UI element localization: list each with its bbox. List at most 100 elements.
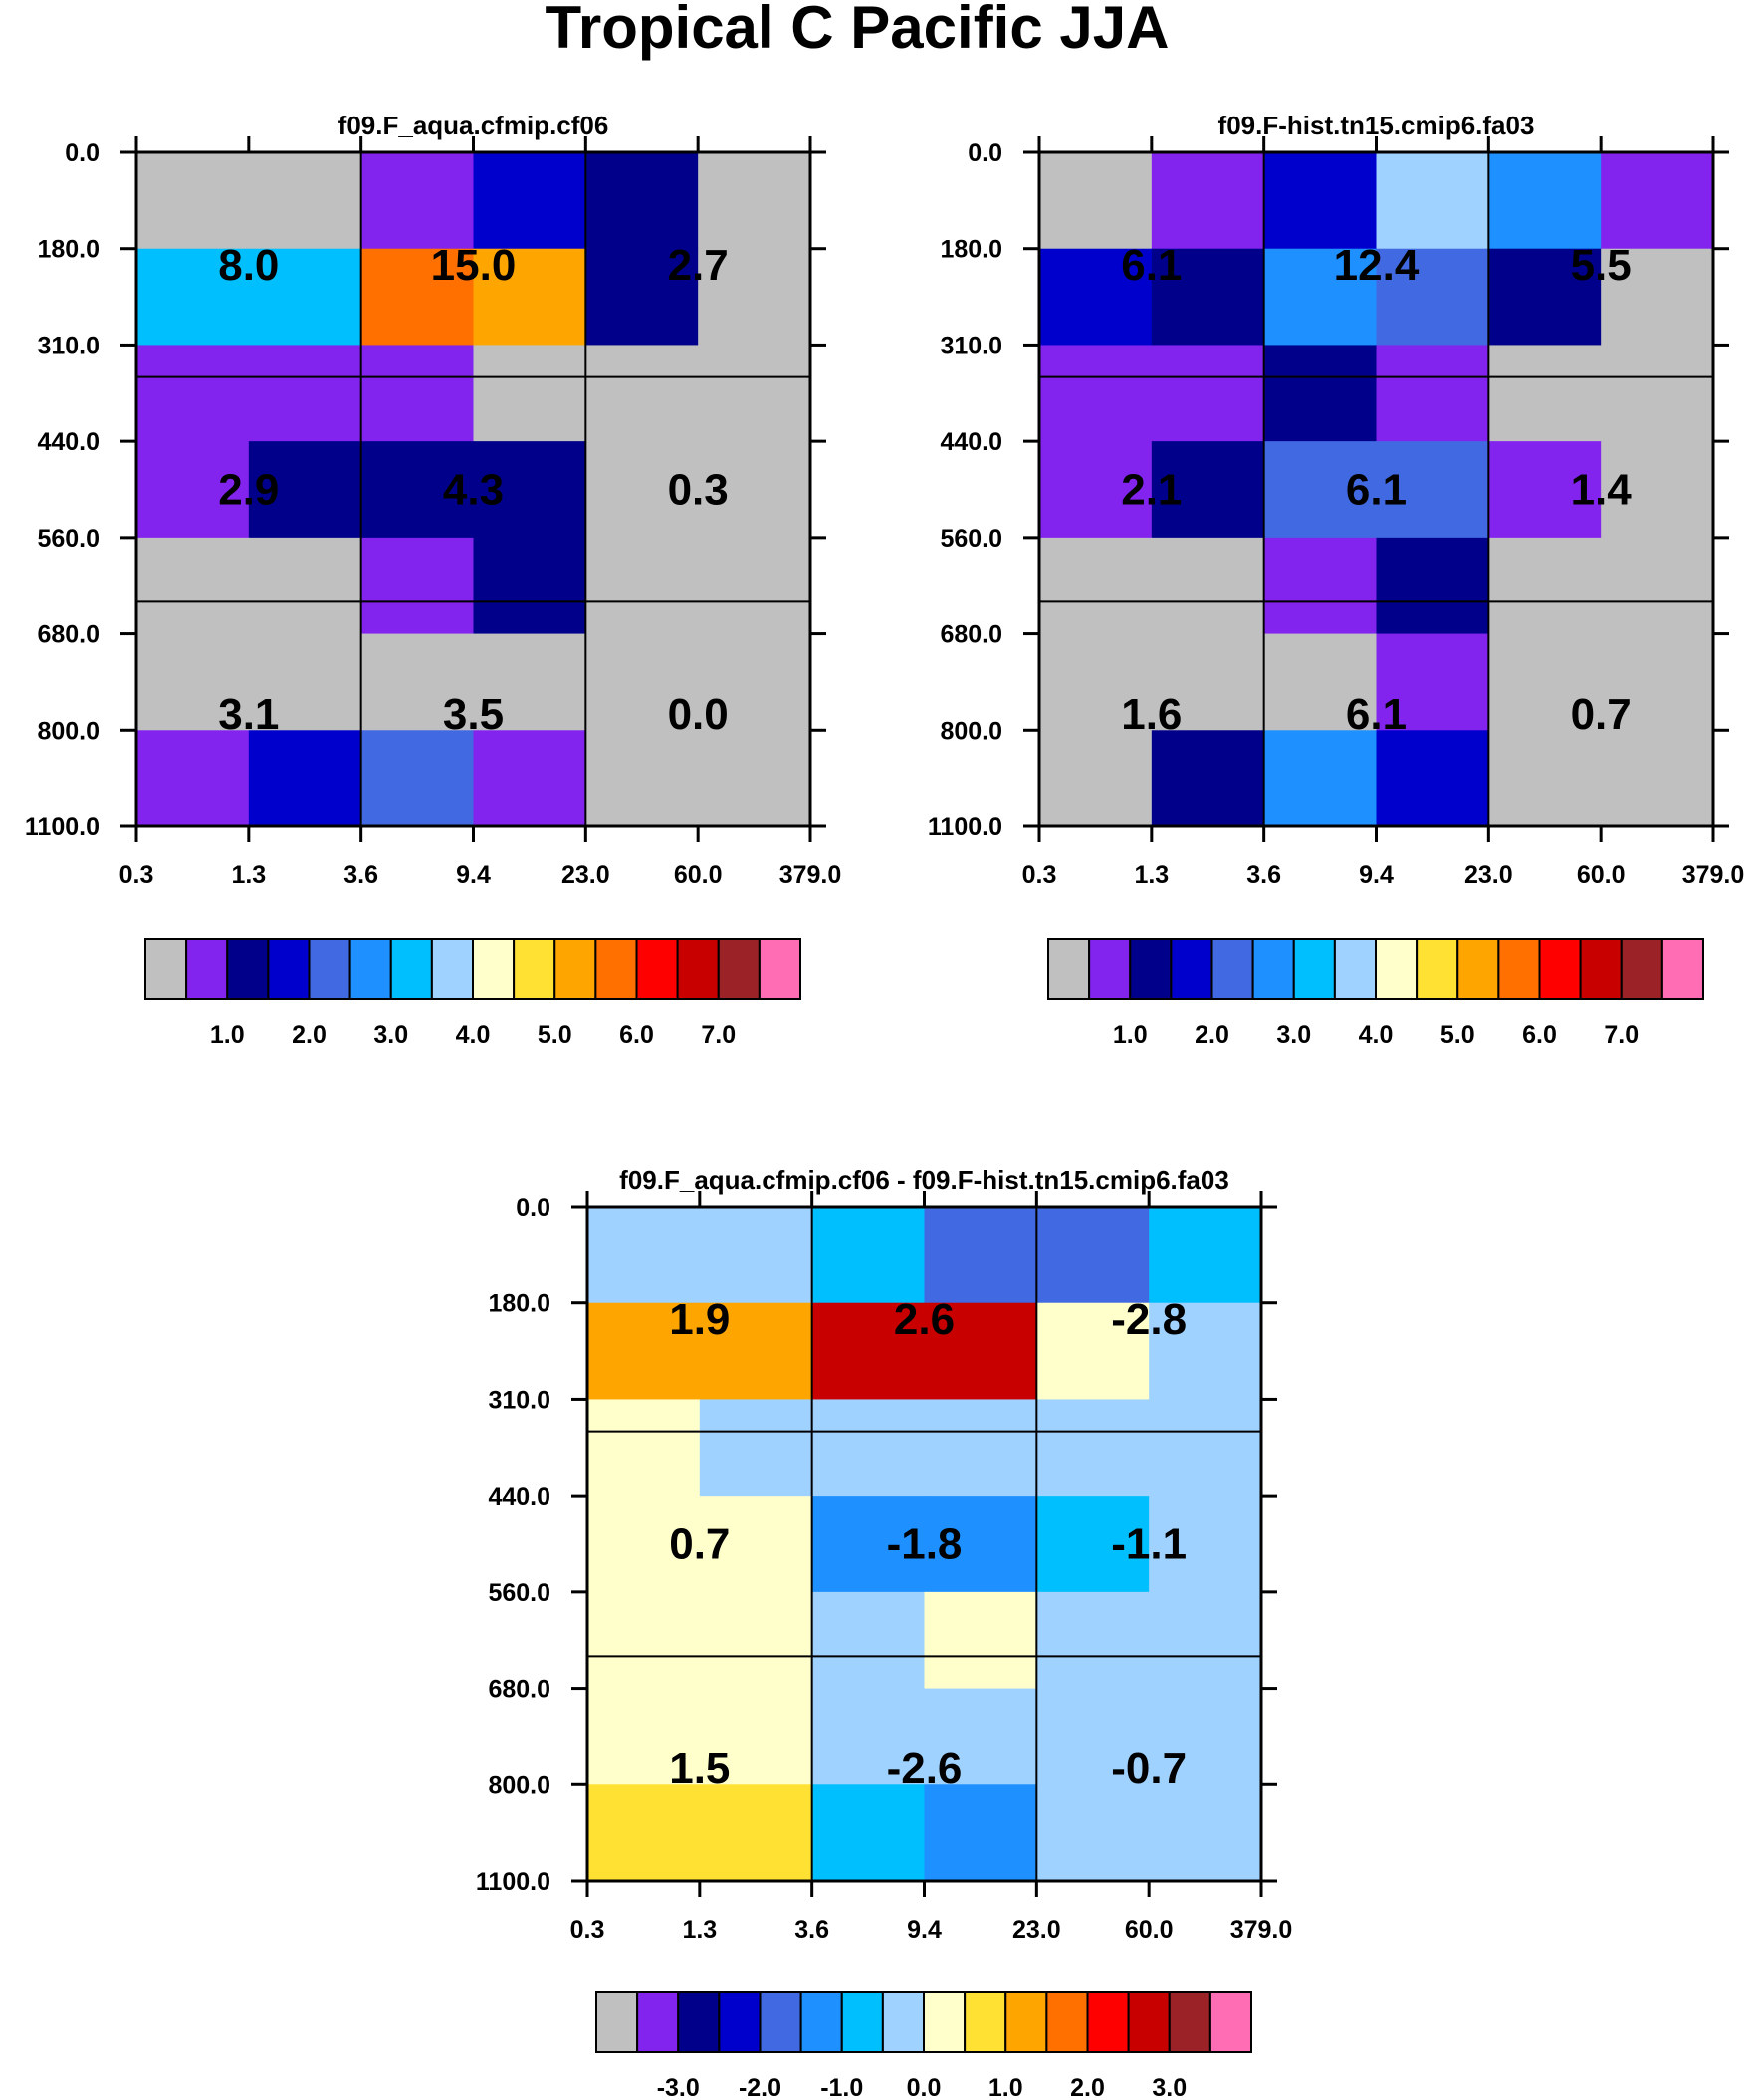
summary-value: -1.8 — [887, 1520, 963, 1569]
colorbar-swatch — [1497, 938, 1541, 1000]
heatmap-cell — [699, 1207, 813, 1304]
colorbar-swatch — [430, 938, 474, 1000]
summary-value: 0.0 — [668, 690, 729, 739]
heatmap-cell — [1376, 537, 1489, 635]
x-tick-label: 3.6 — [794, 1916, 829, 1944]
heatmap-cell — [1149, 1399, 1262, 1497]
heatmap-cell — [1149, 1784, 1262, 1882]
heatmap-cell — [1601, 441, 1714, 539]
y-tick-label: 560.0 — [940, 525, 1002, 553]
summary-value: 1.6 — [1121, 690, 1182, 739]
y-tick-label: 680.0 — [940, 621, 1002, 649]
heatmap-cell — [136, 441, 250, 539]
heatmap-cell — [698, 633, 811, 731]
colorbar-swatch — [267, 938, 311, 1000]
heatmap-cell — [1488, 248, 1602, 347]
colorbar-swatch — [923, 1991, 967, 2053]
heatmap-cell — [698, 730, 811, 827]
heatmap-cell — [1151, 152, 1265, 250]
colorbar-label: 7.0 — [701, 1021, 736, 1049]
heatmap-cell — [811, 1496, 926, 1593]
colorbar-swatch — [226, 938, 270, 1000]
heatmap-cell — [698, 441, 811, 539]
summary-value: 15.0 — [431, 241, 517, 290]
heatmap-cell — [1601, 633, 1714, 731]
heatmap-cell — [587, 1496, 701, 1593]
heatmap-cell — [1151, 248, 1265, 347]
summary-value: -2.8 — [1111, 1295, 1187, 1344]
colorbar-label: 1.0 — [1113, 1021, 1148, 1049]
summary-value: 5.5 — [1571, 241, 1632, 290]
heatmap-cell — [587, 1302, 701, 1401]
heatmap-cell — [1149, 1207, 1262, 1304]
heatmap-cell — [587, 1591, 701, 1690]
y-tick-label: 180.0 — [940, 236, 1002, 264]
heatmap-cell — [699, 1784, 813, 1882]
colorbar-swatch — [1045, 1991, 1089, 2053]
heatmap-cell — [473, 537, 586, 635]
heatmap-cell — [473, 730, 586, 827]
y-tick-label: 560.0 — [488, 1579, 550, 1607]
heatmap-cell — [1601, 537, 1714, 635]
heatmap-cell — [924, 1784, 1037, 1882]
x-tick-label: 23.0 — [1464, 861, 1513, 889]
heatmap-cell — [1151, 730, 1265, 827]
colorbar-swatch — [472, 938, 516, 1000]
summary-value: 6.1 — [1346, 466, 1407, 515]
heatmap-cell — [585, 248, 699, 347]
heatmap-cell — [924, 1688, 1037, 1785]
x-tick-label: 379.0 — [779, 861, 842, 889]
colorbar-swatch — [758, 938, 801, 1000]
heatmap-cell — [248, 345, 362, 442]
colorbar-swatch — [1251, 938, 1295, 1000]
heatmap-cell — [1488, 633, 1602, 731]
x-tick-label: 3.6 — [343, 861, 378, 889]
x-tick-label: 0.3 — [119, 861, 154, 889]
heatmap-cell — [585, 633, 699, 731]
x-tick-label: 60.0 — [674, 861, 723, 889]
colorbar-label: 2.0 — [1195, 1021, 1229, 1049]
heatmap-cell — [1039, 345, 1153, 442]
colorbar-swatch — [1456, 938, 1500, 1000]
x-tick-label: 9.4 — [907, 1916, 942, 1944]
heatmap-cell — [1036, 1496, 1150, 1593]
colorbar-swatch — [1086, 1991, 1130, 2053]
heatmap-cell — [1036, 1207, 1150, 1304]
heatmap-cell — [698, 152, 811, 250]
heatmap-cell — [360, 730, 475, 827]
heatmap-cell — [1376, 248, 1489, 347]
colorbar-swatch — [1127, 1991, 1171, 2053]
heatmap-cell — [811, 1302, 926, 1401]
colorbar-swatch — [1170, 938, 1213, 1000]
heatmap-cell — [587, 1688, 701, 1785]
heatmap-cell — [1263, 730, 1378, 827]
colorbar-swatch — [759, 1991, 802, 2053]
heatmap-cell — [136, 537, 250, 635]
y-tick-label: 310.0 — [488, 1386, 550, 1414]
y-tick-label: 1100.0 — [25, 814, 100, 841]
x-tick-label: 0.3 — [1022, 861, 1057, 889]
heatmap-cell — [811, 1207, 926, 1304]
heatmap-cell — [1039, 537, 1153, 635]
summary-value: 0.3 — [668, 466, 729, 515]
colorbar-swatch — [1375, 938, 1419, 1000]
heatmap-cell — [811, 1399, 926, 1497]
colorbar-swatch — [1088, 938, 1132, 1000]
heatmap-cell — [248, 441, 362, 539]
heatmap-cell — [585, 345, 699, 442]
heatmap-cell — [1149, 1688, 1262, 1785]
heatmap-cell — [1036, 1591, 1150, 1690]
summary-value: 1.4 — [1571, 466, 1633, 515]
heatmap-cell — [360, 152, 475, 250]
colorbar-swatch — [553, 938, 597, 1000]
x-tick-label: 1.3 — [1134, 861, 1169, 889]
summary-value: 6.1 — [1121, 241, 1182, 290]
heatmap-cell — [1376, 730, 1489, 827]
y-tick-label: 440.0 — [940, 428, 1002, 456]
heatmap-cell — [473, 633, 586, 731]
heatmap-cell — [587, 1784, 701, 1882]
summary-value: 12.4 — [1334, 241, 1420, 290]
panel-title: f09.F_aqua.cfmip.cf06 — [338, 111, 609, 140]
y-tick-label: 440.0 — [488, 1483, 550, 1511]
